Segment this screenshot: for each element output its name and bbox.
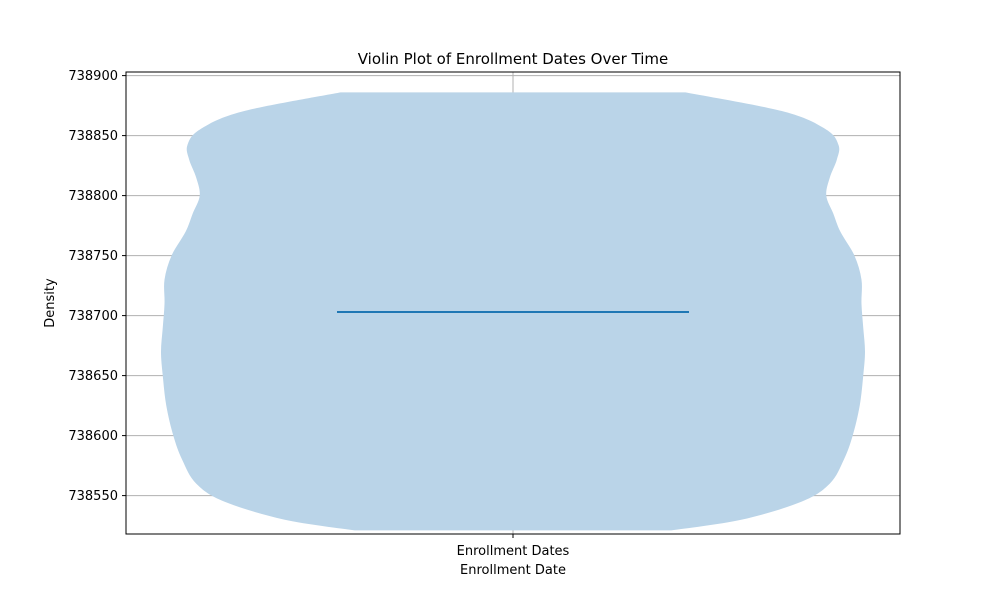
x-tick-label: Enrollment Dates: [457, 544, 570, 559]
y-tick-label: 738600: [68, 429, 118, 444]
y-tick-label: 738650: [68, 369, 118, 384]
x-axis-label: Enrollment Date: [460, 563, 566, 578]
y-tick-label: 738850: [68, 129, 118, 144]
y-axis-ticks: 738550 738600 738650 738700 738750 738800 7388…: [68, 69, 126, 504]
y-tick-label: 738550: [68, 489, 118, 504]
x-axis-ticks: Enrollment Dates: [457, 534, 570, 559]
y-tick-label: 738750: [68, 249, 118, 264]
y-tick-label: 738800: [68, 189, 118, 204]
violin-layer: [161, 92, 865, 531]
chart-title: Violin Plot of Enrollment Dates Over Tim…: [358, 50, 668, 68]
y-tick-label: 738900: [68, 69, 118, 84]
y-axis-label: Density: [43, 278, 58, 328]
y-tick-label: 738700: [68, 309, 118, 324]
